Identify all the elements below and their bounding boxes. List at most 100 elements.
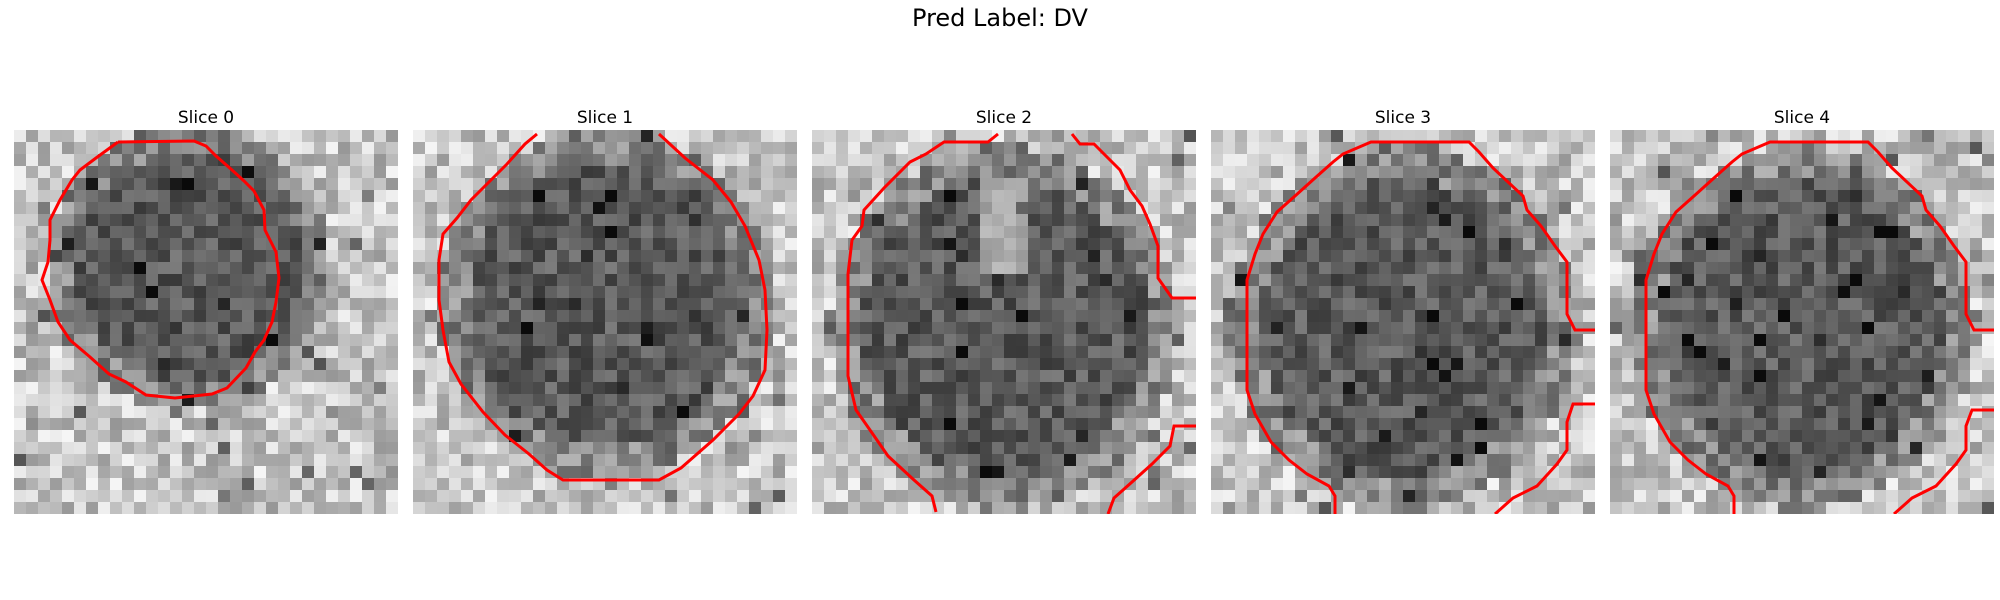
pixel: [1718, 394, 1730, 406]
pixel: [1658, 250, 1670, 262]
pixel: [170, 478, 182, 490]
pixel: [533, 466, 545, 478]
pixel: [581, 298, 593, 310]
pixel: [1148, 358, 1160, 370]
pixel: [1076, 346, 1088, 358]
pixel: [1778, 370, 1790, 382]
pixel: [110, 262, 122, 274]
pixel: [593, 130, 605, 142]
pixel: [50, 334, 62, 346]
pixel: [1100, 274, 1112, 286]
pixel: [302, 190, 314, 202]
pixel: [437, 142, 449, 154]
pixel: [1148, 418, 1160, 430]
pixel: [1634, 454, 1646, 466]
pixel: [1064, 226, 1076, 238]
pixel: [254, 130, 266, 142]
pixel: [1982, 346, 1994, 358]
pixel: [812, 322, 824, 334]
pixel: [713, 418, 725, 430]
pixel: [1511, 142, 1523, 154]
pixel: [386, 466, 398, 478]
pixel: [1535, 406, 1547, 418]
pixel: [1331, 274, 1343, 286]
pixel: [1934, 178, 1946, 190]
pixel: [1379, 394, 1391, 406]
pixel: [1634, 430, 1646, 442]
pixel: [62, 346, 74, 358]
pixel: [824, 346, 836, 358]
pixel: [1040, 502, 1052, 514]
pixel: [653, 226, 665, 238]
pixel: [158, 430, 170, 442]
pixel: [425, 478, 437, 490]
pixel: [773, 358, 785, 370]
pixel: [1487, 454, 1499, 466]
pixel: [1499, 238, 1511, 250]
pixel: [992, 346, 1004, 358]
pixel: [26, 394, 38, 406]
pixel: [1535, 190, 1547, 202]
pixel: [1706, 262, 1718, 274]
pixel: [242, 370, 254, 382]
pixel: [884, 250, 896, 262]
pixel: [629, 286, 641, 298]
pixel: [773, 322, 785, 334]
pixel: [278, 490, 290, 502]
pixel: [713, 178, 725, 190]
pixel: [1160, 382, 1172, 394]
pixel: [254, 430, 266, 442]
pixel: [1295, 142, 1307, 154]
pixel: [374, 334, 386, 346]
pixel: [1211, 406, 1223, 418]
pixel: [1646, 166, 1658, 178]
pixel: [1694, 262, 1706, 274]
pixel: [1682, 262, 1694, 274]
pixel: [713, 214, 725, 226]
pixel: [653, 406, 665, 418]
pixel: [1523, 418, 1535, 430]
pixel: [1211, 310, 1223, 322]
pixel: [1610, 382, 1622, 394]
pixel: [1694, 322, 1706, 334]
pixel: [545, 178, 557, 190]
pixel: [1523, 442, 1535, 454]
pixel: [1112, 466, 1124, 478]
pixel: [170, 214, 182, 226]
pixel: [1172, 478, 1184, 490]
pixel: [557, 226, 569, 238]
pixel: [665, 430, 677, 442]
pixel: [350, 418, 362, 430]
pixel: [836, 454, 848, 466]
pixel: [1922, 166, 1934, 178]
pixel: [38, 406, 50, 418]
pixel: [824, 250, 836, 262]
pixel: [413, 358, 425, 370]
pixel: [278, 430, 290, 442]
pixel: [1634, 274, 1646, 286]
pixel: [1004, 178, 1016, 190]
pixel: [413, 502, 425, 514]
pixel: [1283, 238, 1295, 250]
pixel: [629, 154, 641, 166]
pixel: [386, 442, 398, 454]
pixel: [737, 238, 749, 250]
pixel: [533, 298, 545, 310]
pixel: [62, 466, 74, 478]
pixel: [1742, 358, 1754, 370]
pixel: [1112, 190, 1124, 202]
pixel: [1730, 442, 1742, 454]
pixel: [1064, 490, 1076, 502]
pixel: [848, 166, 860, 178]
pixel: [1499, 394, 1511, 406]
pixel: [1571, 310, 1583, 322]
pixel: [1658, 454, 1670, 466]
pixel: [1016, 142, 1028, 154]
pixel: [1511, 322, 1523, 334]
pixel: [1874, 430, 1886, 442]
pixel: [944, 298, 956, 310]
pixel: [242, 442, 254, 454]
pixel: [629, 310, 641, 322]
pixel: [1295, 430, 1307, 442]
pixel: [836, 466, 848, 478]
